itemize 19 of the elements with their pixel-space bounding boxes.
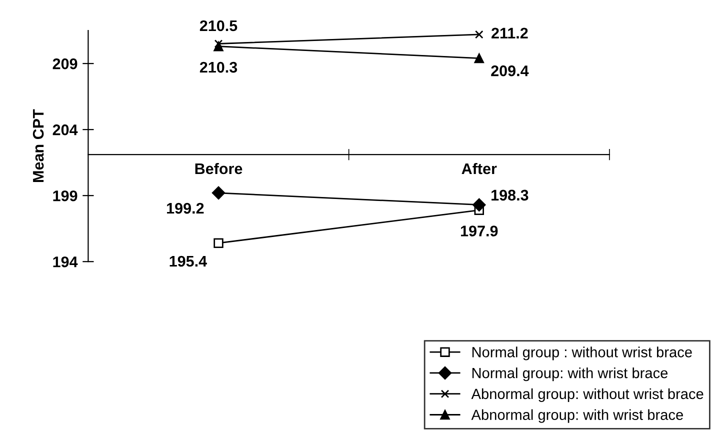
legend-label: Normal group : without wrist brace	[472, 346, 692, 360]
y-axis-title: Mean CPT	[32, 109, 44, 182]
data-label: 199.2	[167, 202, 204, 214]
y-tick-label: 209	[52, 58, 78, 70]
x-tick-label: Before	[195, 162, 242, 174]
data-label: 210.3	[200, 62, 238, 73]
data-label: 211.2	[492, 28, 528, 38]
x-tick-label: After	[462, 162, 497, 174]
y-tick-label: 194	[53, 256, 78, 268]
data-label: 209.4	[491, 65, 529, 76]
data-label: 197.9	[460, 226, 498, 236]
y-tick-label: 204	[52, 124, 78, 136]
data-label: 195.4	[170, 256, 207, 267]
y-tick-label: 199	[53, 190, 78, 202]
legend-label: Normal group: with wrist brace	[472, 368, 668, 382]
legend-label: Abnormal group: with wrist brace	[471, 409, 683, 423]
data-label: 198.3	[492, 190, 528, 201]
data-label: 210.5	[200, 20, 238, 32]
legend-label: Abnormal group: without wrist brace	[471, 388, 704, 402]
